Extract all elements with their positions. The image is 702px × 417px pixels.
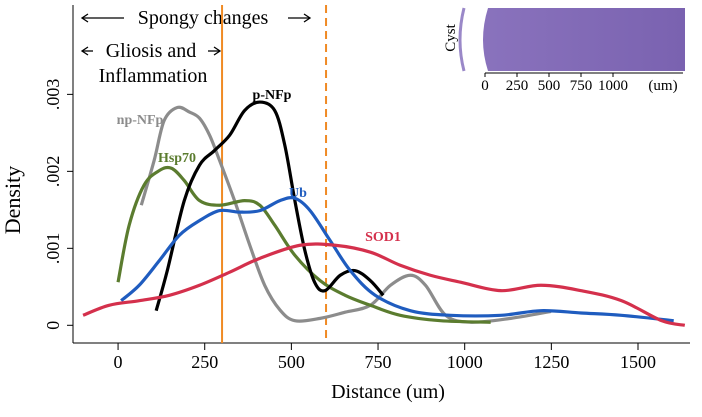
series-line	[139, 105, 552, 324]
annotation: Inflammation	[99, 65, 208, 87]
inset-label: Cyst	[443, 23, 459, 51]
inset-tick-label: 750	[570, 78, 593, 94]
series-line	[154, 100, 385, 312]
series-line	[120, 196, 674, 323]
series-label: p-NFp	[253, 88, 292, 103]
x-tick-label: 750	[365, 352, 392, 372]
x-tick-label: 1250	[533, 352, 569, 372]
y-tick-label: .003	[43, 79, 63, 111]
inset-unit: (um)	[648, 78, 677, 94]
annotation: Spongy changes	[138, 7, 269, 29]
y-tick-label: .001	[43, 233, 63, 265]
x-tick-label: 250	[191, 352, 218, 372]
series-line	[82, 242, 686, 327]
annotation-arrows	[80, 13, 312, 56]
series-label: np-NFp	[117, 113, 164, 128]
x-axis-label: Distance (um)	[331, 381, 445, 403]
inset-tick-label: 250	[506, 78, 529, 94]
x-tick-label: 0	[114, 352, 123, 372]
inset-tick-label: 1000	[598, 78, 628, 94]
inset-cyst	[440, 8, 488, 71]
x-tick-label: 1000	[447, 352, 483, 372]
series-line	[116, 165, 491, 324]
annotation: Gliosis and	[106, 40, 197, 62]
inset: Cyst (um)	[440, 7, 685, 94]
x-tick-label: 500	[278, 352, 305, 372]
y-tick-label: .002	[43, 156, 63, 188]
y-tick-label: 0	[43, 321, 63, 330]
series-label: Ub	[289, 186, 307, 201]
series-label: SOD1	[365, 230, 401, 245]
inset-tick-label: 0	[481, 78, 489, 94]
series-label: Hsp70	[158, 151, 196, 166]
inset-tick-label: 500	[538, 78, 561, 94]
x-tick-label: 1500	[620, 352, 656, 372]
y-axis-label: Density	[0, 166, 25, 234]
inset-cyst-wall	[458, 7, 466, 72]
